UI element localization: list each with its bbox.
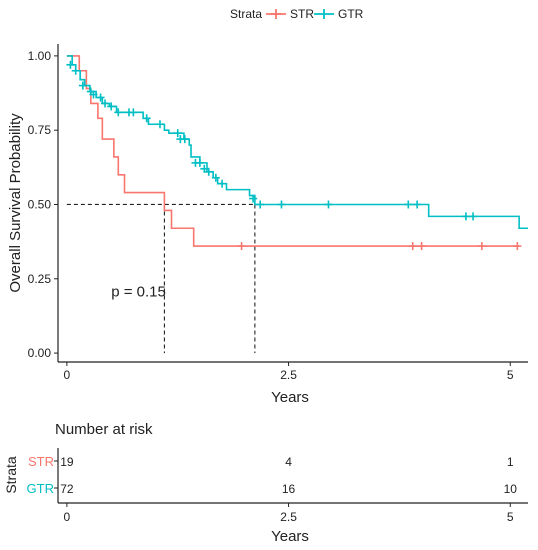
censor-mark-gtr (324, 200, 333, 209)
censor-mark-gtr (404, 200, 413, 209)
censor-mark-gtr (277, 200, 286, 209)
risk-x-tick-label: 0 (64, 510, 71, 524)
censor-mark-gtr (256, 200, 265, 209)
legend-label-gtr: GTR (338, 7, 364, 21)
censor-mark-gtr (155, 120, 164, 129)
y-tick-label: 0.25 (28, 272, 52, 286)
risk-count-str: 4 (285, 455, 292, 469)
x-tick-label: 5 (507, 368, 514, 382)
censor-mark-gtr (413, 200, 422, 209)
censor-mark-gtr (129, 108, 138, 117)
risk-table: Number at risk Strata Years STR 19 4 1 GTR 72… (3, 421, 528, 545)
censor-mark-str (408, 242, 417, 251)
y-tick-label: 0.75 (28, 123, 52, 137)
censor-mark-gtr (89, 90, 98, 99)
censor-mark-gtr (469, 212, 478, 221)
legend-title: Strata (230, 7, 262, 21)
x-axis-label: Years (271, 389, 309, 406)
censor-mark-gtr (142, 114, 151, 123)
censor-mark-gtr (211, 173, 220, 182)
censor-mark-gtr (107, 102, 116, 111)
y-tick-label: 0.50 (28, 197, 52, 211)
survival-curves (66, 55, 528, 251)
censor-mark-str (513, 242, 522, 251)
y-ticks: 0.00 0.25 0.50 0.75 1.00 (28, 49, 58, 360)
risk-row-label-gtr: GTR (27, 481, 54, 496)
legend-item-str: STR (266, 7, 314, 21)
censor-mark-gtr (101, 99, 109, 108)
risk-count-str: 1 (507, 455, 514, 469)
censor-mark-gtr (173, 129, 182, 138)
legend-item-gtr: GTR (314, 7, 364, 21)
x-tick-label: 0 (64, 368, 71, 382)
censor-mark-gtr (114, 108, 123, 117)
censor-mark-gtr (218, 179, 227, 188)
censor-mark-gtr (66, 60, 75, 69)
risk-y-axis-label: Strata (3, 456, 19, 494)
legend-label-str: STR (290, 7, 314, 21)
censor-mark-gtr (195, 158, 204, 167)
censor-mark-gtr (180, 135, 189, 144)
p-value-annotation: p = 0.15 (111, 284, 166, 301)
risk-table-title: Number at risk (55, 421, 153, 438)
y-tick-label: 0.00 (28, 346, 52, 360)
risk-count-gtr: 10 (504, 482, 518, 496)
censor-mark-gtr (78, 81, 87, 90)
risk-x-ticks: 0 2.5 5 (64, 503, 514, 524)
survival-plot: 0.000.250.500.751.00 0 2.5 5 Overall Survi… (7, 44, 528, 406)
censor-mark-gtr (204, 167, 213, 176)
risk-x-axis-label: Years (271, 528, 309, 545)
risk-x-tick-label: 5 (507, 510, 514, 524)
censor-mark-gtr (71, 66, 80, 75)
censor-mark-str (417, 242, 426, 251)
curve-gtr (66, 55, 528, 230)
censor-mark-str (237, 242, 246, 251)
x-tick-label: 2.5 (280, 368, 297, 382)
risk-count-str: 19 (60, 455, 74, 469)
y-axis-label: Overall Survival Probability (7, 113, 24, 293)
curve-str (66, 55, 520, 247)
censor-mark-gtr (200, 164, 209, 173)
risk-count-gtr: 16 (282, 482, 296, 496)
censor-mark-gtr (96, 93, 105, 102)
risk-rows: STR 19 4 1 GTR 72 16 10 (27, 454, 518, 496)
y-tick-label: 1.00 (28, 49, 52, 63)
risk-count-gtr: 72 (60, 482, 74, 496)
x-ticks: 0 2.5 5 (64, 362, 514, 382)
censor-mark-gtr (461, 212, 470, 221)
risk-x-tick-label: 2.5 (280, 510, 297, 524)
legend: Strata STR GTR (230, 7, 364, 21)
median-lines (66, 203, 256, 354)
censor-mark-gtr (249, 194, 258, 203)
censor-mark-str (477, 242, 486, 251)
risk-row-label-str: STR (28, 454, 54, 469)
